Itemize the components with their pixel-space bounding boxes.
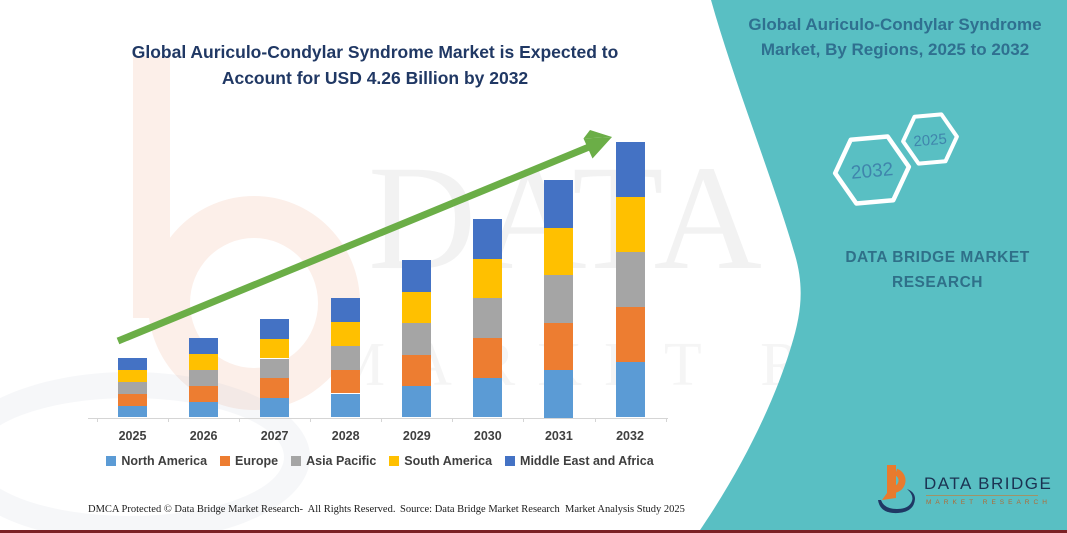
x-axis-label-2028: 2028 xyxy=(331,428,360,443)
bar-segment-2025-north-america xyxy=(118,405,147,418)
chart-legend: North America Europe Asia Pacific South Ame… xyxy=(88,454,672,468)
bar-segment-2031-north-america xyxy=(544,370,574,418)
bar-segment-2032-middle-east-and-africa xyxy=(615,141,645,197)
x-axis-label-2027: 2027 xyxy=(260,428,289,443)
x-axis-tick xyxy=(523,417,525,422)
bar-segment-2025-south-america xyxy=(118,369,147,382)
panel-brand-line1: DATA BRIDGE MARKET xyxy=(845,249,1030,266)
bar-segment-2027-europe xyxy=(260,378,290,398)
legend-swatch xyxy=(505,456,516,466)
x-axis-line xyxy=(88,417,668,419)
x-axis-label-2029: 2029 xyxy=(402,428,431,443)
legend-label: North America xyxy=(121,454,208,468)
bar-segment-2028-south-america xyxy=(331,321,361,346)
bar-segment-2026-south-america xyxy=(189,353,219,370)
legend-item-north-america: North America xyxy=(106,454,207,468)
bar-segment-2026-europe xyxy=(189,385,219,402)
bar-segment-2025-europe xyxy=(118,393,147,406)
legend-label: Middle East and Africa xyxy=(520,454,654,468)
bar-segment-2025-asia-pacific xyxy=(118,381,147,394)
bar-segment-2029-asia-pacific xyxy=(402,323,432,355)
bar-segment-2032-south-america xyxy=(615,197,645,253)
bar-segment-2026-asia-pacific xyxy=(189,369,219,386)
bar-segment-2030-north-america xyxy=(473,377,503,418)
bar-segment-2026-middle-east-and-africa xyxy=(189,337,219,354)
bar-segment-2029-middle-east-and-africa xyxy=(402,260,432,292)
bottom-accent-line xyxy=(0,530,1067,533)
bar-segment-2028-middle-east-and-africa xyxy=(331,297,361,322)
bar-segment-2032-asia-pacific xyxy=(615,252,645,308)
legend-swatch xyxy=(220,456,231,466)
bar-segment-2030-south-america xyxy=(473,258,503,299)
bar-segment-2032-north-america xyxy=(615,362,645,418)
chart-title-line1: Global Auriculo-Condylar Syndrome Market… xyxy=(131,42,619,62)
x-axis-label-2032: 2032 xyxy=(616,428,644,443)
data-bridge-logo-icon xyxy=(878,465,915,514)
bar-segment-2032-europe xyxy=(615,307,645,363)
logo-subtitle: MARKET RESEARCH xyxy=(926,499,1051,506)
legend-item-asia-pacific: Asia Pacific xyxy=(291,454,376,468)
bar-segment-2031-europe xyxy=(544,322,574,370)
logo-divider xyxy=(926,495,1038,496)
source-note: Source: Data Bridge Market Research Mark… xyxy=(400,504,685,515)
bar-segment-2031-south-america xyxy=(544,227,574,275)
bar-segment-2027-asia-pacific xyxy=(260,358,290,379)
x-axis-label-2030: 2030 xyxy=(473,428,502,443)
bar-segment-2031-middle-east-and-africa xyxy=(544,180,574,228)
bar-segment-2029-europe xyxy=(402,354,432,386)
legend-swatch xyxy=(389,456,400,466)
bar-segment-2026-north-america xyxy=(189,401,219,418)
bar-segment-2028-europe xyxy=(331,369,361,394)
x-axis-label-2031: 2031 xyxy=(544,428,573,443)
bar-segment-2028-north-america xyxy=(331,393,361,418)
bar-segment-2030-asia-pacific xyxy=(473,298,503,338)
bar-segment-2029-south-america xyxy=(402,291,432,324)
logo-name: DATA BRIDGE xyxy=(924,474,1053,493)
bar-segment-2027-north-america xyxy=(260,397,290,418)
legend-label: Asia Pacific xyxy=(306,454,377,468)
bar-segment-2029-north-america xyxy=(402,386,432,418)
panel-brand-line2: RESEARCH xyxy=(892,274,983,291)
legend-label: South America xyxy=(404,454,493,468)
x-axis-tick xyxy=(594,417,596,422)
legend-swatch xyxy=(106,456,117,466)
panel-heading: Global Auriculo-Condylar Syndrome Market… xyxy=(745,12,1045,62)
x-axis-tick xyxy=(168,417,170,422)
bar-segment-2030-middle-east-and-africa xyxy=(473,218,503,259)
x-axis-tick xyxy=(381,417,383,422)
x-axis-tick xyxy=(239,417,241,422)
legend-item-south-america: South America xyxy=(389,454,492,468)
chart-title: Global Auriculo-Condylar Syndrome Market… xyxy=(120,39,630,91)
legend-swatch xyxy=(291,456,302,466)
x-axis-tick xyxy=(310,417,312,422)
data-bridge-logo: DATA BRIDGE MARKET RESEARCH xyxy=(872,462,1052,520)
legend-item-middle-east-and-africa: Middle East and Africa xyxy=(505,454,654,468)
bar-segment-2028-asia-pacific xyxy=(331,345,361,370)
x-axis-tick xyxy=(665,417,667,422)
x-axis-tick xyxy=(97,417,98,422)
panel-brand-text: DATA BRIDGE MARKET RESEARCH xyxy=(815,245,1060,295)
bar-segment-2027-south-america xyxy=(260,338,290,359)
panel-heading-line1: Global Auriculo-Condylar Syndrome xyxy=(748,15,1042,34)
legend-label: Europe xyxy=(235,454,279,468)
x-axis-label-2026: 2026 xyxy=(189,428,218,443)
chart-title-line2: Account for USD 4.26 Billion by 2032 xyxy=(221,68,529,88)
x-axis-tick xyxy=(452,417,454,422)
legend-item-europe: Europe xyxy=(220,454,278,468)
bar-segment-2031-asia-pacific xyxy=(544,275,574,323)
bar-segment-2025-middle-east-and-africa xyxy=(118,358,147,370)
dmca-note: DMCA Protected © Data Bridge Market Rese… xyxy=(88,504,396,515)
bar-segment-2027-middle-east-and-africa xyxy=(260,319,290,339)
bar-segment-2030-europe xyxy=(473,338,503,378)
x-axis-label-2025: 2025 xyxy=(118,428,147,443)
panel-heading-line2: Market, By Regions, 2025 to 2032 xyxy=(760,40,1030,59)
